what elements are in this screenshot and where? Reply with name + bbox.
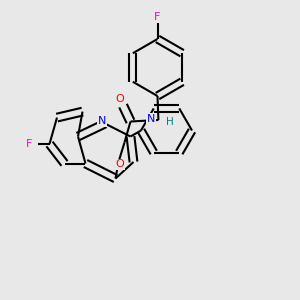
Text: O: O [115, 159, 124, 170]
Text: N: N [147, 113, 155, 124]
Text: F: F [26, 139, 33, 149]
Text: H: H [166, 117, 174, 128]
Text: O: O [116, 94, 124, 104]
Text: F: F [154, 12, 161, 22]
Text: N: N [98, 116, 106, 126]
